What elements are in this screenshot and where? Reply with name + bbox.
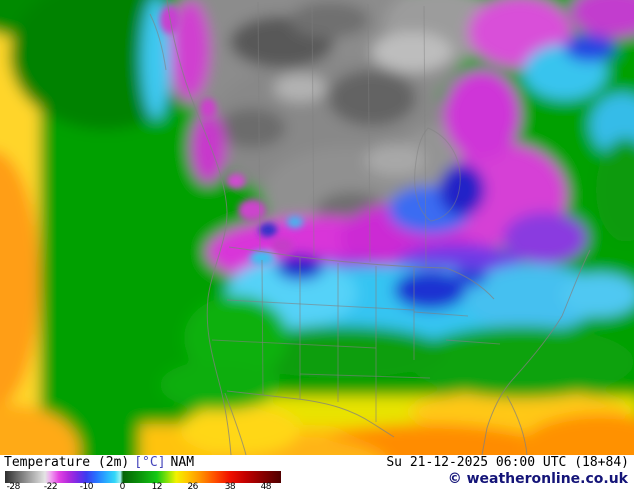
model-name-label: NAM [170,455,195,470]
colorbar-tick: 12 [151,482,163,490]
border-lines [149,0,591,455]
map-canvas [0,0,634,455]
colorbar-tick: -10 [79,482,94,490]
valid-datetime-label: Su 21-12-2025 06:00 UTC (18+84) [386,455,629,470]
colorbar-tick: 38 [224,482,236,490]
colorbar-tick: 26 [187,482,198,490]
copyright-link[interactable]: © weatheronline.co.uk [447,471,628,487]
cold-spot-patches [160,6,303,265]
footer-title-row: Temperature (2m) [°C] NAM Su 21-12-2025 06… [0,455,634,470]
temperature-field [0,0,634,455]
product-name-label: Temperature (2m) [4,455,130,470]
colorbar-tick: -28 [6,482,21,490]
temperature-colorbar [5,471,281,483]
footer-legend-row: -28 -22 -10 0 12 26 38 48 © weatheronline.co.uk [0,470,634,490]
colorbar-ticks: -28 -22 -10 0 12 26 38 48 [5,482,281,490]
product-title: Temperature (2m) [°C] NAM [4,456,194,470]
unit-label: [°C] [134,455,166,470]
map-footer: Temperature (2m) [°C] NAM Su 21-12-2025 06… [0,455,634,490]
colorbar-tick: 0 [119,482,126,490]
colorbar-tick: 48 [260,482,272,490]
temperature-map [0,0,634,455]
colorbar-tick: -22 [43,482,58,490]
